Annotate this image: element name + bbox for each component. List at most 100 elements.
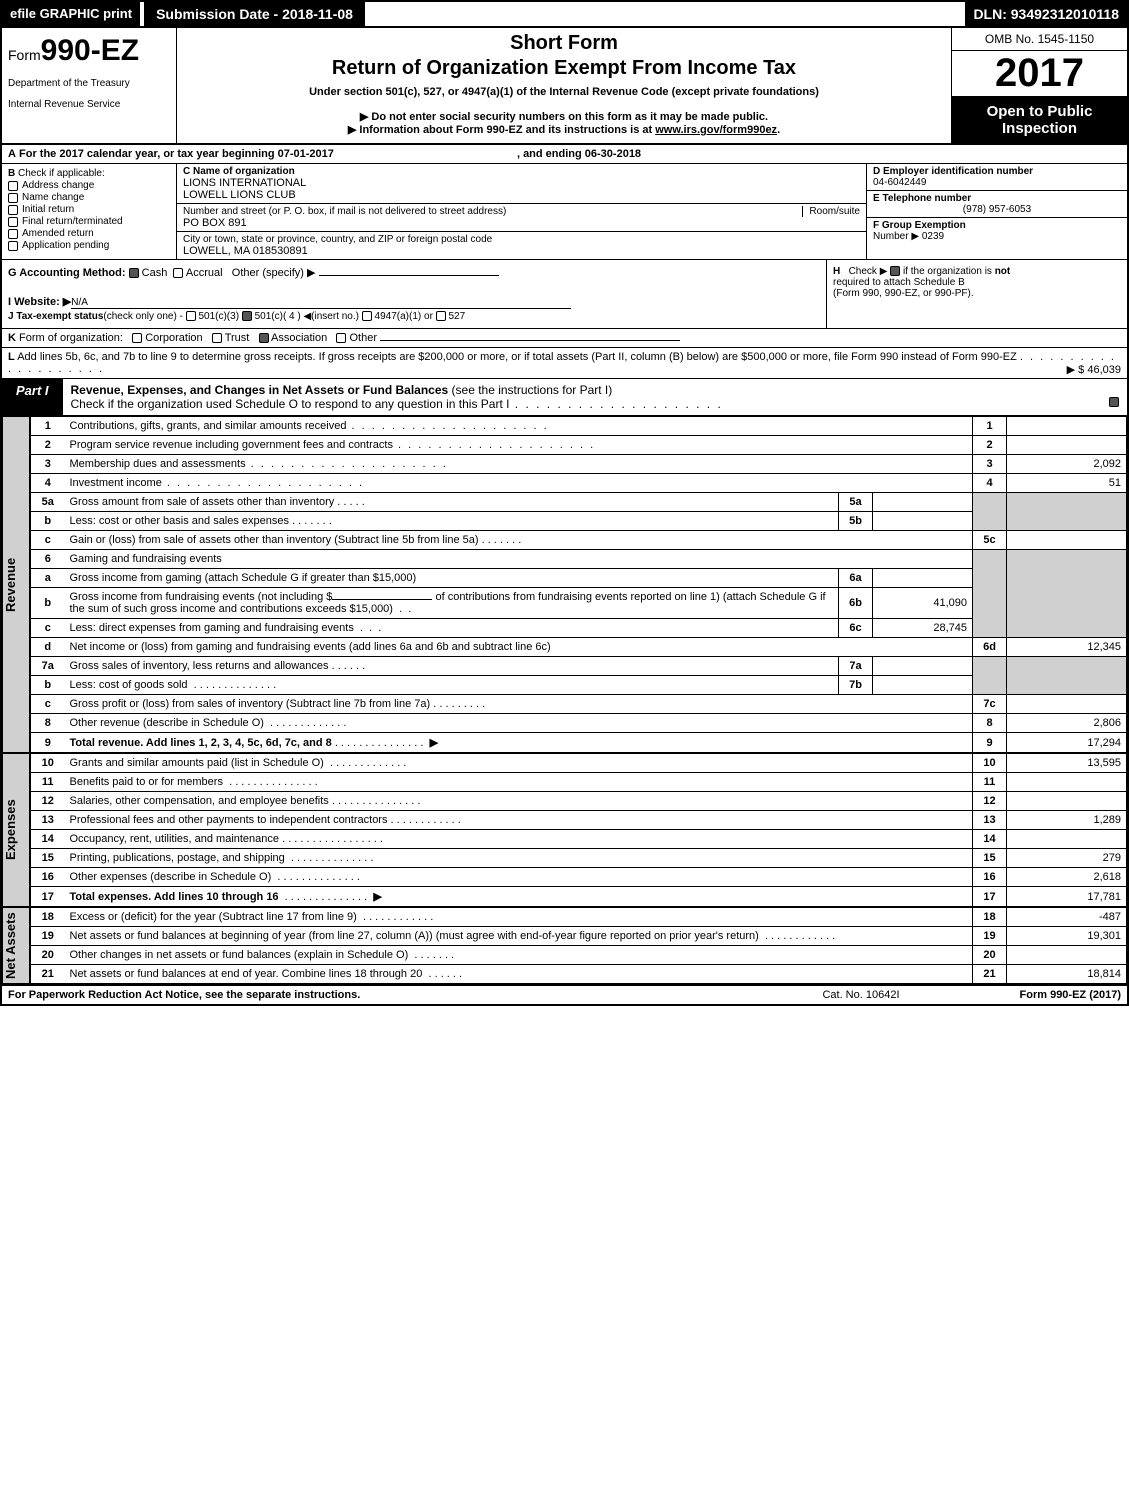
- line-amt: 19,301: [1007, 927, 1127, 946]
- other-input[interactable]: [319, 275, 499, 276]
- line-amt: [1007, 417, 1127, 436]
- submission-date-button[interactable]: Submission Date - 2018-11-08: [144, 2, 365, 26]
- line-6d: dNet income or (loss) from gaming and fu…: [31, 638, 1127, 657]
- efile-print-button[interactable]: efile GRAPHIC print: [2, 2, 140, 26]
- line-ref: 18: [973, 908, 1007, 927]
- org-name-2: LOWELL LIONS CLUB: [183, 189, 860, 201]
- line-num: 16: [31, 868, 65, 887]
- info-link[interactable]: www.irs.gov/form990ez: [655, 124, 777, 136]
- under-section: Under section 501(c), 527, or 4947(a)(1)…: [185, 86, 943, 98]
- blank-input[interactable]: [332, 599, 432, 600]
- shade-cell: [973, 493, 1007, 531]
- line-num: c: [31, 531, 65, 550]
- line-desc: Gross income from gaming (attach Schedul…: [70, 572, 417, 584]
- line-desc: Benefits paid to or for members: [70, 776, 223, 788]
- k-other-input[interactable]: [380, 340, 680, 341]
- checkbox-icon[interactable]: [212, 333, 222, 343]
- line-ref: 14: [973, 830, 1007, 849]
- g-label: G Accounting Method:: [8, 267, 126, 279]
- addr-block: Number and street (or P. O. box, if mail…: [177, 204, 866, 232]
- j-527: 527: [448, 311, 465, 322]
- footer-right: Form 990-EZ (2017): [1020, 989, 1121, 1001]
- expenses-side-label: Expenses: [2, 753, 30, 907]
- netassets-side-label: Net Assets: [2, 907, 30, 984]
- checkbox-icon[interactable]: [132, 333, 142, 343]
- entity-block: B Check if applicable: Address change Na…: [2, 164, 1127, 260]
- initial-return-label: Initial return: [22, 204, 74, 215]
- line-num: d: [31, 638, 65, 657]
- line-amt: [1007, 830, 1127, 849]
- mini-ref: 6b: [839, 588, 873, 619]
- j-sub: (check only one) -: [103, 311, 182, 322]
- line-amt: 2,618: [1007, 868, 1127, 887]
- line-amt: -487: [1007, 908, 1127, 927]
- line-amt: 2,092: [1007, 455, 1127, 474]
- c-label: C Name of organization: [183, 166, 860, 177]
- line-desc: Investment income: [70, 477, 162, 489]
- omb-number: OMB No. 1545-1150: [952, 28, 1127, 51]
- l-text: Add lines 5b, 6c, and 7b to line 9 to de…: [17, 351, 1017, 363]
- line-num: 4: [31, 474, 65, 493]
- shade-cell: [1007, 657, 1127, 695]
- checkbox-icon[interactable]: [8, 241, 18, 251]
- mini-val: 41,090: [873, 588, 973, 619]
- b-letter: B: [8, 168, 15, 179]
- checkbox-icon[interactable]: [8, 181, 18, 191]
- line-num: b: [31, 512, 65, 531]
- checkbox-icon[interactable]: [890, 266, 900, 276]
- line-ref: 2: [973, 436, 1007, 455]
- e-label: E Telephone number: [873, 193, 971, 204]
- checkbox-icon[interactable]: [259, 333, 269, 343]
- b-label: B Check if applicable:: [8, 168, 170, 179]
- page-footer: For Paperwork Reduction Act Notice, see …: [2, 984, 1127, 1004]
- j-4947: 4947(a)(1) or: [375, 311, 433, 322]
- line-desc: Professional fees and other payments to …: [70, 814, 388, 826]
- line-20: 20Other changes in net assets or fund ba…: [31, 946, 1127, 965]
- line-ref: 6d: [973, 638, 1007, 657]
- chk-address-change: Address change: [8, 180, 170, 191]
- checkbox-icon[interactable]: [1109, 397, 1119, 407]
- checkbox-icon[interactable]: [436, 311, 446, 321]
- line-amt: [1007, 695, 1127, 714]
- line-num: c: [31, 619, 65, 638]
- cash-label: Cash: [142, 267, 168, 279]
- netassets-table: 18 Excess or (deficit) for the year (Subt…: [30, 907, 1127, 984]
- checkbox-icon[interactable]: [8, 217, 18, 227]
- line-desc: Gross profit or (loss) from sales of inv…: [70, 698, 431, 710]
- line-14: 14Occupancy, rent, utilities, and mainte…: [31, 830, 1127, 849]
- f-num-label: Number ▶: [873, 231, 919, 242]
- name-change-label: Name change: [22, 192, 84, 203]
- line-4: 4Investment income451: [31, 474, 1127, 493]
- check-if-label: Check if applicable:: [18, 168, 105, 179]
- checkbox-icon[interactable]: [336, 333, 346, 343]
- line-desc: Other revenue (describe in Schedule O): [70, 717, 264, 729]
- j-501c3: 501(c)(3): [198, 311, 239, 322]
- h-text3: (Form 990, 990-EZ, or 990-PF).: [833, 288, 974, 299]
- footer-mid: Cat. No. 10642I: [822, 989, 899, 1001]
- line-desc: Excess or (deficit) for the year (Subtra…: [70, 911, 357, 923]
- checkbox-icon[interactable]: [362, 311, 372, 321]
- line-desc: Gain or (loss) from sale of assets other…: [70, 534, 479, 546]
- checkbox-icon[interactable]: [129, 268, 139, 278]
- checkbox-icon[interactable]: [8, 229, 18, 239]
- line-16: 16Other expenses (describe in Schedule O…: [31, 868, 1127, 887]
- website-value: N/A: [71, 297, 571, 309]
- revenue-table: 1Contributions, gifts, grants, and simil…: [30, 416, 1127, 753]
- checkbox-icon[interactable]: [186, 311, 196, 321]
- line-num: 10: [31, 754, 65, 773]
- line-amt: [1007, 436, 1127, 455]
- mini-ref: 6a: [839, 569, 873, 588]
- checkbox-icon[interactable]: [242, 311, 252, 321]
- line-ref: 15: [973, 849, 1007, 868]
- checkbox-icon[interactable]: [173, 268, 183, 278]
- checkbox-icon[interactable]: [8, 205, 18, 215]
- l-label: L: [8, 351, 15, 363]
- checkbox-icon[interactable]: [8, 193, 18, 203]
- return-title: Return of Organization Exempt From Incom…: [185, 57, 943, 80]
- line-17: 17Total expenses. Add lines 10 through 1…: [31, 887, 1127, 907]
- chk-app-pending: Application pending: [8, 240, 170, 251]
- line-19: 19Net assets or fund balances at beginni…: [31, 927, 1127, 946]
- line-desc: Less: cost or other basis and sales expe…: [70, 515, 290, 527]
- line-desc: Other changes in net assets or fund bala…: [70, 949, 409, 961]
- line-desc: Gross amount from sale of assets other t…: [70, 496, 335, 508]
